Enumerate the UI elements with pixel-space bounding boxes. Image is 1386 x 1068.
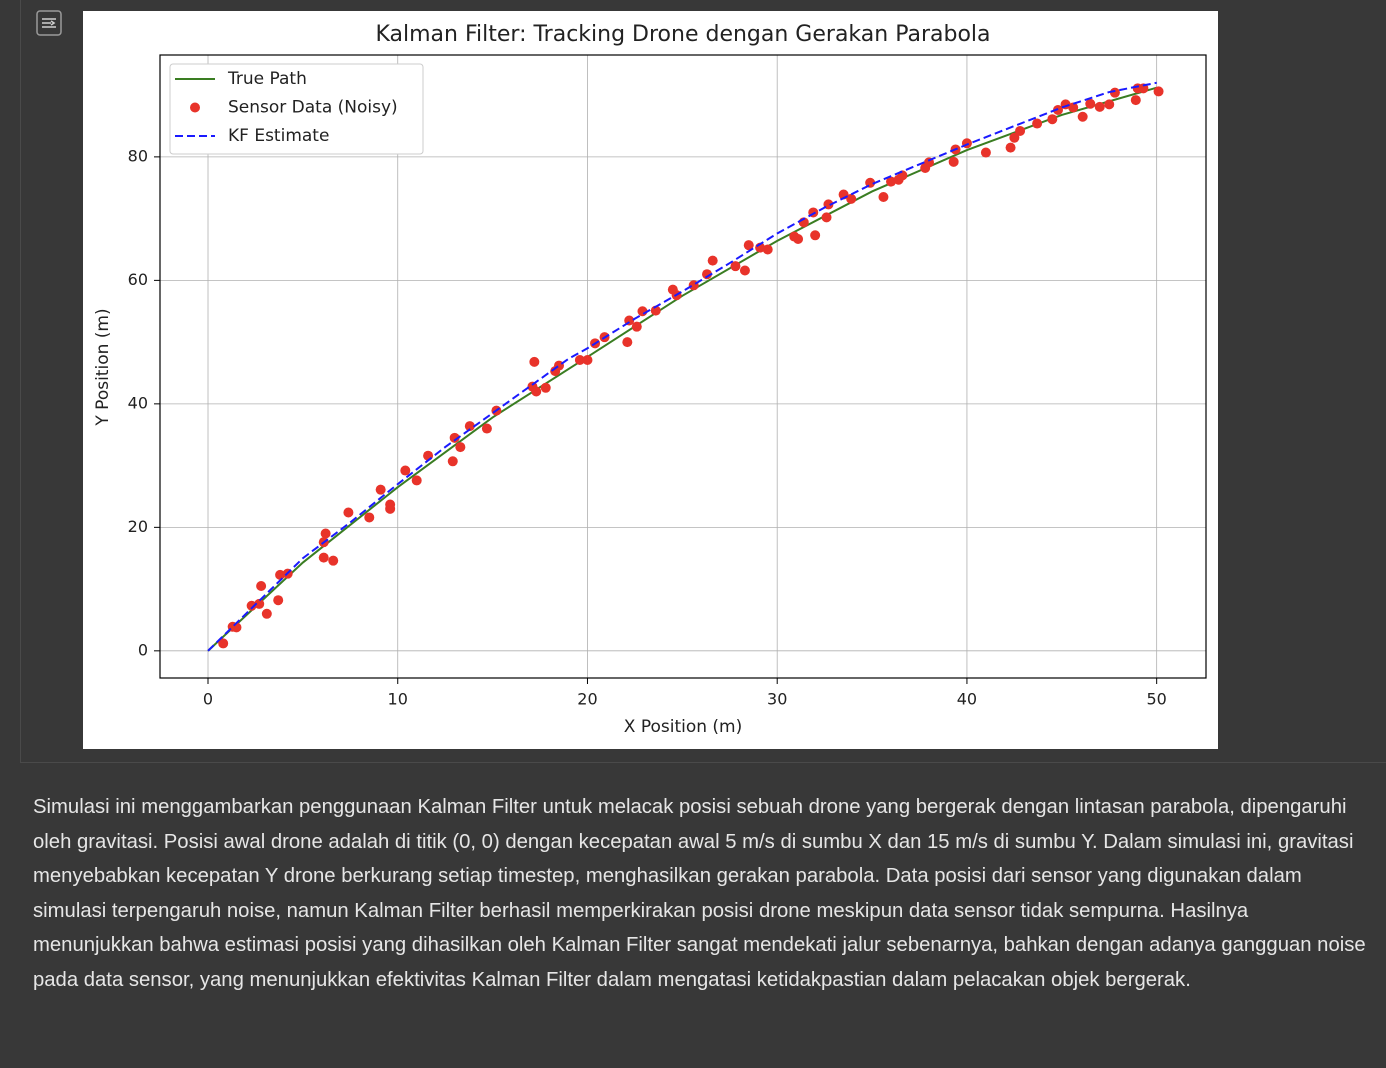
scatter-point: [1015, 125, 1026, 136]
scatter-point: [1009, 132, 1020, 143]
scatter-point: [846, 193, 857, 204]
scatter-point: [254, 598, 265, 609]
scatter-point: [318, 552, 329, 563]
scatter-point: [650, 305, 661, 316]
scatter-point: [1047, 114, 1058, 125]
chart-title: Kalman Filter: Tracking Drone dengan Ger…: [375, 22, 990, 47]
y-tick-label: 80: [128, 146, 148, 165]
scatter-point: [218, 638, 229, 649]
scatter-point: [343, 507, 354, 518]
legend-label: True Path: [227, 69, 307, 89]
y-axis-label: Y Position (m): [93, 308, 113, 426]
scatter-point: [631, 321, 642, 332]
scatter-point: [1104, 99, 1115, 110]
scatter-point: [400, 465, 411, 476]
scatter-point: [810, 230, 821, 241]
scatter-point: [1094, 101, 1105, 112]
scatter-point: [464, 421, 475, 432]
scatter-point: [743, 240, 754, 251]
legend-box: [169, 63, 424, 155]
scatter-point: [540, 382, 551, 393]
series-line: [207, 81, 1157, 652]
scatter-point: [1068, 102, 1079, 113]
scatter-point: [886, 176, 897, 187]
scatter-point: [1005, 142, 1016, 153]
scatter-point: [375, 484, 386, 495]
x-tick-label: 20: [577, 690, 597, 709]
scatter-point: [364, 512, 375, 523]
x-tick-label: 50: [1146, 690, 1166, 709]
series-line: [207, 86, 1157, 652]
scatter-point: [261, 608, 272, 619]
scatter-point: [793, 233, 804, 244]
y-tick-label: 40: [128, 393, 148, 412]
plot-frame: [159, 54, 1207, 679]
scatter-point: [328, 555, 339, 566]
scatter-point: [622, 337, 633, 348]
scatter-point: [1109, 87, 1120, 98]
scatter-point: [730, 261, 741, 272]
scatter-point: [707, 255, 718, 266]
scatter-point: [574, 355, 585, 366]
scatter-point: [1153, 86, 1164, 97]
scatter-point: [529, 356, 540, 367]
scatter-point: [385, 499, 396, 510]
scatter-point: [1077, 111, 1088, 122]
scatter-point: [762, 244, 773, 255]
scatter-point: [531, 386, 542, 397]
chart: Kalman Filter: Tracking Drone dengan Ger…: [83, 11, 1218, 749]
legend-label: KF Estimate: [228, 126, 329, 146]
x-tick-label: 40: [957, 690, 977, 709]
scatter-point: [449, 432, 460, 443]
scatter-point: [320, 528, 331, 539]
scatter-point: [411, 475, 422, 486]
scatter-point: [273, 595, 284, 606]
scatter-point: [821, 212, 832, 223]
scatter-point: [246, 600, 257, 611]
y-tick-label: 20: [128, 517, 148, 536]
scatter-point: [1032, 118, 1043, 129]
scatter-point: [1085, 98, 1096, 109]
output-cell: [20, 0, 1386, 763]
scatter-point: [256, 581, 267, 592]
description: Simulasi ini menggambarkan penggunaan Ka…: [33, 796, 1366, 991]
scatter-point: [702, 269, 713, 280]
scatter-point: [455, 442, 466, 453]
scatter-point: [739, 265, 750, 276]
y-tick-label: 60: [128, 270, 148, 289]
x-tick-label: 0: [203, 690, 213, 709]
scatter-point: [878, 192, 889, 203]
scatter-point: [582, 355, 593, 366]
scatter-point: [948, 156, 959, 167]
x-axis-label: X Position (m): [624, 717, 742, 737]
x-tick-label: 30: [767, 690, 787, 709]
scatter-point: [481, 423, 492, 434]
y-tick-label: 0: [138, 640, 148, 659]
output-menu-icon[interactable]: [36, 10, 62, 36]
legend-label: Sensor Data (Noisy): [228, 98, 398, 118]
x-tick-label: 10: [388, 690, 408, 709]
scatter-point: [275, 569, 286, 580]
legend-swatch: [190, 102, 200, 113]
scatter-point: [980, 147, 991, 158]
scatter-point: [1130, 95, 1141, 106]
scatter-point: [447, 456, 458, 467]
